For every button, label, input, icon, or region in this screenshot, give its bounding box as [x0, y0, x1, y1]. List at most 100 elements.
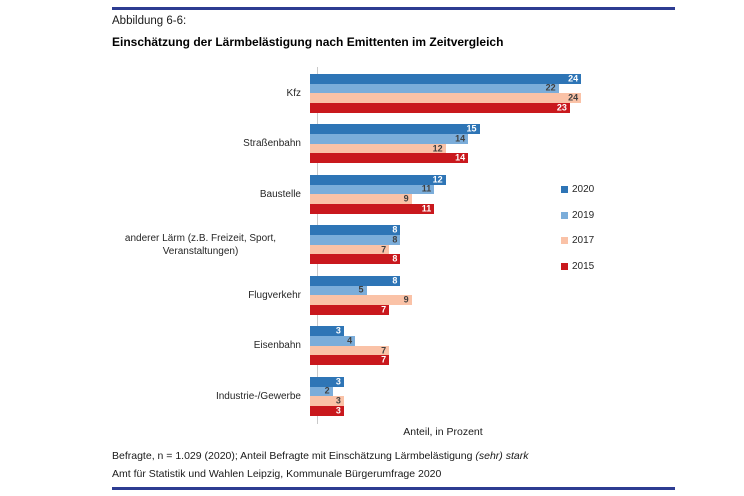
bar-2017: 7 — [310, 345, 390, 356]
bar-value-label: 9 — [403, 193, 409, 204]
chart-row: Eisenbahn 3 4 7 7 — [100, 321, 660, 372]
bar-2015: 23 — [310, 103, 570, 113]
legend-swatch-icon — [561, 262, 568, 270]
bar-2015: 7 — [310, 304, 390, 315]
bar-value-label: 2 — [324, 385, 330, 396]
chart-row: Industrie-/Gewerbe 3 2 3 3 — [100, 371, 660, 422]
bar-2015: 8 — [310, 253, 401, 265]
category-label: Kfz — [286, 87, 301, 99]
legend-swatch-icon — [561, 186, 568, 193]
bar-2019: 14 — [310, 133, 469, 144]
bar-2019: 2 — [310, 385, 333, 397]
footnote-text: Befragte, n = 1.029 (2020); Anteil Befra… — [112, 450, 476, 462]
bar-group: 15 14 12 14 — [310, 123, 660, 164]
bar-value-label: 14 — [455, 133, 466, 144]
bar-group: 8 5 9 7 — [310, 276, 660, 315]
bar-2015: 7 — [310, 354, 390, 366]
legend-label: 2020 — [572, 184, 595, 195]
x-axis-label: Anteil, in Prozent — [403, 426, 483, 438]
bar-2020: 3 — [310, 377, 344, 387]
bar-group: 24 22 24 23 — [310, 74, 660, 113]
bar-2019: 11 — [310, 183, 435, 195]
bar-2017: 9 — [310, 295, 412, 305]
bar-value-label: 4 — [347, 335, 353, 346]
figure-label: Abbildung 6-6: — [112, 15, 187, 27]
legend-item-2017: 2017 — [561, 235, 594, 246]
bar-value-label: 24 — [568, 73, 579, 84]
legend-item-2015: 2015 — [561, 261, 594, 272]
legend: 2020 2019 2017 2015 — [561, 184, 594, 286]
bar-value-label: 24 — [568, 92, 579, 103]
bar-2015: 11 — [310, 203, 435, 214]
bar-value-label: 14 — [455, 152, 466, 163]
bar-value-label: 8 — [392, 234, 398, 245]
chart-row: Kfz 24 22 24 23 — [100, 68, 660, 119]
bar-2019: 5 — [310, 284, 367, 296]
chart-row: Flugverkehr 8 5 9 7 — [100, 270, 660, 321]
chart-row: anderer Lärm (z.B. Freizeit, Sport, Vera… — [100, 220, 660, 271]
chart-row: Baustelle 12 11 9 11 — [100, 169, 660, 220]
category-label: Straßenbahn — [243, 138, 301, 150]
bar-value-label: 7 — [381, 244, 387, 255]
bar-value-label: 7 — [381, 354, 387, 365]
bar-2020: 15 — [310, 123, 480, 135]
bar-value-label: 3 — [335, 376, 341, 387]
bar-value-label: 7 — [381, 345, 387, 356]
chart-title: Einschätzung der Lärmbelästigung nach Em… — [112, 35, 504, 49]
bar-2017: 12 — [310, 144, 446, 154]
bar-value-label: 7 — [381, 304, 387, 315]
category-label: Baustelle — [259, 188, 301, 200]
chart-row: Straßenbahn 15 14 12 14 — [100, 119, 660, 170]
bar-value-label: 5 — [358, 284, 364, 295]
category-label: Flugverkehr — [248, 289, 301, 301]
legend-item-2019: 2019 — [561, 210, 594, 221]
bar-value-label: 12 — [432, 174, 443, 185]
bar-2020: 8 — [310, 275, 401, 286]
category-label: anderer Lärm (z.B. Freizeit, Sport, Vera… — [124, 232, 277, 257]
footnote-line-1: Befragte, n = 1.029 (2020); Anteil Befra… — [112, 450, 528, 462]
category-label: Eisenbahn — [253, 340, 301, 352]
bar-2020: 8 — [310, 224, 401, 236]
bar-value-label: 11 — [421, 183, 432, 194]
footnote-text-italic: (sehr) stark — [475, 450, 529, 462]
bar-2020: 12 — [310, 175, 446, 185]
bar-group: 12 11 9 11 — [310, 175, 660, 214]
bar-value-label: 3 — [335, 395, 341, 406]
bar-2020: 3 — [310, 325, 344, 337]
bar-2017: 3 — [310, 396, 344, 406]
legend-swatch-icon — [561, 237, 568, 244]
bar-2017: 7 — [310, 244, 390, 255]
legend-label: 2017 — [572, 235, 595, 246]
legend-item-2020: 2020 — [561, 184, 594, 195]
bar-value-label: 22 — [545, 82, 556, 93]
bar-2015: 14 — [310, 152, 469, 164]
bar-value-label: 3 — [335, 405, 341, 416]
legend-swatch-icon — [561, 211, 568, 219]
bar-2017: 24 — [310, 92, 582, 103]
bar-2015: 3 — [310, 406, 344, 416]
bar-2020: 24 — [310, 73, 582, 84]
bar-value-label: 23 — [556, 102, 567, 113]
bar-2019: 8 — [310, 234, 401, 245]
bar-value-label: 8 — [392, 253, 398, 264]
bar-value-label: 15 — [466, 123, 477, 134]
bar-value-label: 11 — [421, 203, 432, 214]
footnote-line-2: Amt für Statistik und Wahlen Leipzig, Ko… — [112, 468, 442, 480]
chart-rows: Kfz 24 22 24 23 Straßenbahn 15 14 12 14 Baustelle 1… — [100, 68, 660, 422]
bar-value-label: 8 — [392, 224, 398, 235]
bar-2019: 22 — [310, 82, 559, 94]
category-label: Industrie-/Gewerbe — [215, 390, 301, 402]
bar-chart: Kfz 24 22 24 23 Straßenbahn 15 14 12 14 Baustelle 1… — [100, 68, 660, 422]
legend-label: 2019 — [572, 209, 595, 221]
bar-2019: 4 — [310, 335, 356, 346]
bar-value-label: 8 — [392, 275, 398, 286]
top-rule — [112, 7, 675, 10]
bar-value-label: 9 — [403, 294, 409, 305]
legend-label: 2015 — [572, 260, 595, 272]
bar-value-label: 12 — [432, 143, 443, 154]
bar-value-label: 3 — [335, 325, 341, 336]
bottom-rule — [112, 487, 675, 490]
